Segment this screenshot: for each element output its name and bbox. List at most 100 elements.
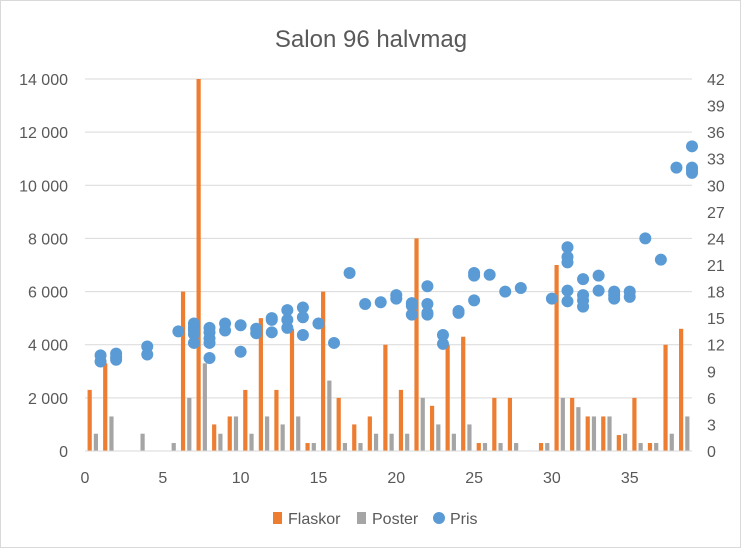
- bar-flaskor: [87, 389, 92, 451]
- chart-title: Salon 96 halvmag: [275, 26, 467, 53]
- legend-label-pris: Pris: [450, 511, 478, 528]
- point-pris: [234, 319, 247, 332]
- point-pris: [561, 241, 574, 254]
- point-pris: [343, 266, 356, 279]
- x-tick-label: 0: [81, 470, 90, 487]
- point-pris: [110, 353, 123, 366]
- point-pris: [374, 296, 387, 309]
- point-pris: [561, 284, 574, 297]
- bar-flaskor: [398, 389, 404, 451]
- bar-poster: [451, 433, 456, 451]
- y-right-tick-label: 30: [707, 178, 725, 195]
- bar-flaskor: [305, 443, 310, 451]
- y-right-tick-label: 24: [707, 231, 725, 248]
- bar-poster: [171, 443, 176, 451]
- point-pris: [654, 253, 667, 266]
- bar-flaskor: [196, 79, 201, 451]
- bar-flaskor: [103, 363, 108, 451]
- y-right-tick-label: 21: [707, 258, 725, 275]
- y-right-tick-label: 18: [707, 285, 725, 302]
- y-left-tick-label: 14 000: [19, 72, 68, 89]
- legend-label-poster: Poster: [372, 511, 419, 528]
- point-pris: [499, 285, 512, 298]
- point-pris: [639, 232, 652, 245]
- point-pris: [234, 345, 247, 358]
- point-pris: [592, 284, 605, 297]
- point-pris: [670, 161, 683, 174]
- point-pris: [219, 324, 232, 337]
- point-pris: [296, 328, 309, 341]
- point-pris: [514, 282, 527, 295]
- bar-poster: [249, 433, 254, 451]
- point-pris: [468, 294, 481, 307]
- point-pris: [203, 336, 216, 349]
- bar-poster: [545, 443, 550, 451]
- bar-flaskor: [538, 443, 544, 451]
- y-right-tick-label: 3: [707, 417, 716, 434]
- bar-poster: [482, 443, 488, 451]
- point-pris: [436, 337, 449, 350]
- point-pris: [577, 300, 590, 313]
- legend: Flaskor Poster Pris: [273, 511, 478, 528]
- bar-flaskor: [507, 397, 512, 451]
- bar-flaskor: [274, 389, 279, 451]
- bar-flaskor: [289, 328, 295, 451]
- point-pris: [452, 306, 465, 319]
- scatter-marks: [94, 140, 698, 368]
- y-right-tick-label: 6: [707, 391, 716, 408]
- bar-flaskor: [352, 424, 357, 451]
- bar-poster: [638, 443, 643, 451]
- bar-flaskor: [414, 238, 419, 451]
- bar-poster: [669, 433, 674, 451]
- point-pris: [405, 299, 418, 312]
- bar-poster: [358, 443, 363, 451]
- bar-flaskor: [243, 389, 248, 451]
- bar-flaskor: [679, 328, 684, 451]
- bar-poster: [218, 433, 223, 451]
- point-pris: [608, 292, 621, 305]
- bar-poster: [187, 397, 192, 451]
- y-left-tick-label: 0: [59, 444, 68, 461]
- bar-flaskor: [227, 416, 232, 451]
- bar-poster: [202, 363, 207, 451]
- point-pris: [265, 313, 278, 326]
- bar-poster: [654, 443, 659, 451]
- grid-lines: [85, 78, 692, 399]
- y-left-tick-label: 8 000: [28, 231, 68, 248]
- point-pris: [94, 355, 107, 368]
- bar-flaskor: [616, 435, 621, 451]
- bar-poster: [420, 397, 425, 451]
- point-pris: [623, 290, 636, 303]
- legend-label-flaskor: Flaskor: [288, 511, 341, 528]
- point-pris: [468, 269, 481, 282]
- x-tick-label: 5: [158, 470, 167, 487]
- bar-flaskor: [492, 397, 497, 451]
- bar-flaskor: [570, 397, 575, 451]
- bar-poster: [327, 380, 332, 451]
- bar-flaskor: [180, 291, 186, 451]
- bar-flaskor: [383, 344, 388, 451]
- legend-swatch-flaskor: [273, 512, 282, 524]
- y-left-tick-label: 2 000: [28, 391, 68, 408]
- bar-poster: [685, 416, 690, 451]
- y-right-tick-label: 42: [707, 72, 725, 89]
- point-pris: [187, 322, 200, 335]
- point-pris: [561, 256, 574, 269]
- bar-poster: [607, 416, 612, 451]
- bar-poster: [342, 443, 348, 451]
- y-left-tick-labels: 0 2 000 4 000 6 000 8 000 10 000 12 000 14 000: [19, 72, 68, 461]
- bar-poster: [93, 433, 98, 451]
- bar-poster: [280, 424, 285, 451]
- bar-poster: [622, 433, 628, 451]
- bar-poster: [373, 433, 379, 451]
- x-tick-label: 25: [465, 470, 483, 487]
- bar-flaskor: [585, 416, 590, 451]
- y-left-tick-label: 10 000: [19, 178, 68, 195]
- bar-poster: [514, 443, 519, 451]
- y-right-tick-label: 15: [707, 311, 725, 328]
- point-pris: [203, 352, 216, 364]
- x-tick-labels: 0 5 10 15 20 25 30 35: [81, 470, 639, 487]
- y-left-tick-label: 4 000: [28, 338, 68, 355]
